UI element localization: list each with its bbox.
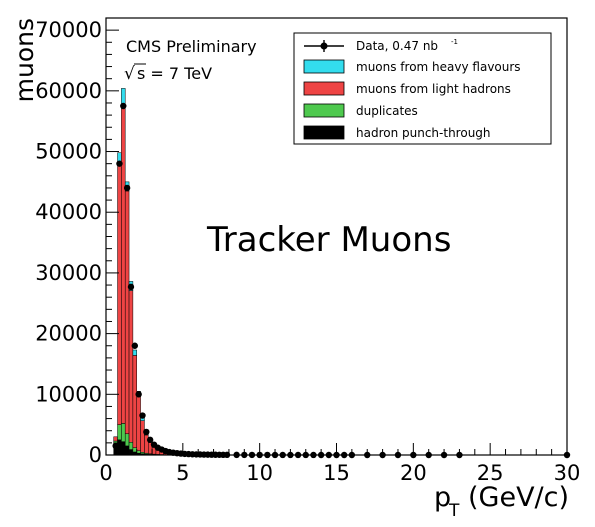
legend-entry-light-hadrons: muons from light hadrons	[303, 81, 511, 96]
legend-swatch-light-hadrons	[303, 81, 345, 96]
bar-muons-from-light-hadrons-8	[144, 434, 149, 454]
x-tick-label-2: 10	[246, 461, 273, 485]
y-tick-label-6: 60000	[35, 79, 102, 103]
bar-muons-from-light-hadrons-0	[113, 436, 118, 442]
bar-muons-from-light-hadrons-3	[124, 190, 130, 435]
data-point-9	[146, 436, 154, 444]
legend-label-data: Data, 0.47 nb	[356, 39, 438, 53]
x-tick-label-1: 5	[176, 461, 189, 485]
bar-duplicates-5	[132, 447, 137, 453]
y-tick-label-7: 70000	[35, 18, 102, 42]
bar-hadron-punch-through-6	[136, 452, 141, 456]
y-tick-label-4: 40000	[35, 200, 102, 224]
bar-hadron-punch-through-2	[121, 441, 126, 456]
bar-muons-from-heavy-flavours-2	[121, 88, 126, 106]
axes: 0 5 10 15 20 25 30 0 10000 20000 30000 40000 50000 60…	[35, 17, 581, 485]
legend-swatch-duplicates	[303, 103, 345, 118]
x-tick-label-5: 25	[477, 461, 504, 485]
legend-entry-duplicates: duplicates	[303, 103, 418, 118]
bar-duplicates-1	[117, 424, 122, 441]
x-tick-label-3: 15	[323, 461, 350, 485]
experiment-label: CMS Preliminary	[126, 37, 257, 56]
stacked-bars	[113, 88, 234, 456]
data-point-5	[131, 342, 139, 349]
data-point-30	[233, 451, 240, 459]
y-tick-label-3: 30000	[35, 261, 102, 285]
bar-hadron-punch-through-3	[124, 445, 130, 456]
y-tick-label-2: 20000	[35, 322, 102, 346]
legend-label-duplicates: duplicates	[356, 104, 418, 118]
legend-label-punch-through: hadron punch-through	[356, 126, 491, 140]
legend-label-light-hadrons: muons from light hadrons	[356, 82, 511, 96]
x-axis-label-main: p	[434, 482, 451, 513]
energy-label: √ s = 7 TeV	[124, 63, 212, 84]
data-point-42	[325, 451, 333, 459]
legend-label-data-sup: -1	[451, 38, 458, 46]
legend-entry-heavy-flavours: muons from heavy flavours	[303, 59, 521, 74]
legend-entry-punch-through: hadron punch-through	[303, 125, 491, 140]
x-tick-label-4: 20	[400, 461, 427, 485]
data-points	[112, 102, 571, 459]
x-tick-label-0: 0	[99, 461, 112, 485]
y-tick-label-1: 10000	[35, 382, 102, 406]
data-point-40	[310, 451, 317, 459]
bar-hadron-punch-through-4	[128, 449, 134, 456]
data-point-4	[127, 283, 135, 291]
bar-muons-from-light-hadrons-1	[117, 163, 122, 425]
x-axis-label: p T (GeV/c)	[434, 482, 569, 521]
x-tick-label-6: 30	[554, 461, 581, 485]
y-axis-label: muons	[10, 18, 39, 102]
x-axis-label-unit: (GeV/c)	[468, 482, 569, 513]
y-tick-label-5: 50000	[35, 140, 102, 164]
data-point-2	[120, 102, 127, 110]
energy-text: s = 7 TeV	[137, 64, 212, 83]
data-point-6	[135, 391, 142, 398]
bar-muons-from-light-hadrons-2	[121, 104, 126, 424]
bar-muons-from-light-hadrons-7	[140, 420, 145, 453]
bar-muons-from-light-hadrons-4	[128, 290, 134, 443]
bar-duplicates-6	[136, 450, 141, 454]
data-point-0	[112, 442, 119, 450]
data-point-7	[139, 412, 146, 419]
data-point-34	[264, 451, 271, 459]
legend-label-heavy-flavours: muons from heavy flavours	[356, 60, 521, 74]
annotation-tracker-muons: Tracker Muons	[206, 220, 451, 260]
data-point-8	[143, 428, 150, 436]
legend-swatch-punch-through	[303, 125, 345, 140]
data-point-32	[248, 451, 256, 459]
legend: Data, 0.47 nb -1 muons from heavy flavou…	[293, 32, 552, 145]
bar-duplicates-3	[124, 433, 130, 447]
bar-muons-from-light-hadrons-5	[132, 355, 137, 448]
data-point-38	[294, 451, 302, 459]
bar-hadron-punch-through-5	[132, 451, 137, 456]
bar-muons-from-heavy-flavours-5	[132, 349, 137, 356]
data-point-36	[279, 451, 286, 459]
legend-entry-data: Data, 0.47 nb -1	[304, 38, 458, 53]
data-point-1	[116, 160, 123, 167]
y-tick-label-0: 0	[89, 443, 102, 467]
bar-duplicates-0	[113, 440, 118, 444]
data-point-3	[123, 184, 131, 192]
bar-muons-from-light-hadrons-6	[136, 395, 141, 452]
x-axis-label-sub: T	[448, 501, 460, 521]
legend-swatch-heavy-flavours	[303, 59, 345, 74]
sqrt-symbol: √	[124, 64, 135, 84]
bar-duplicates-4	[128, 442, 134, 450]
data-point-44	[340, 451, 348, 459]
bar-duplicates-2	[121, 423, 126, 442]
